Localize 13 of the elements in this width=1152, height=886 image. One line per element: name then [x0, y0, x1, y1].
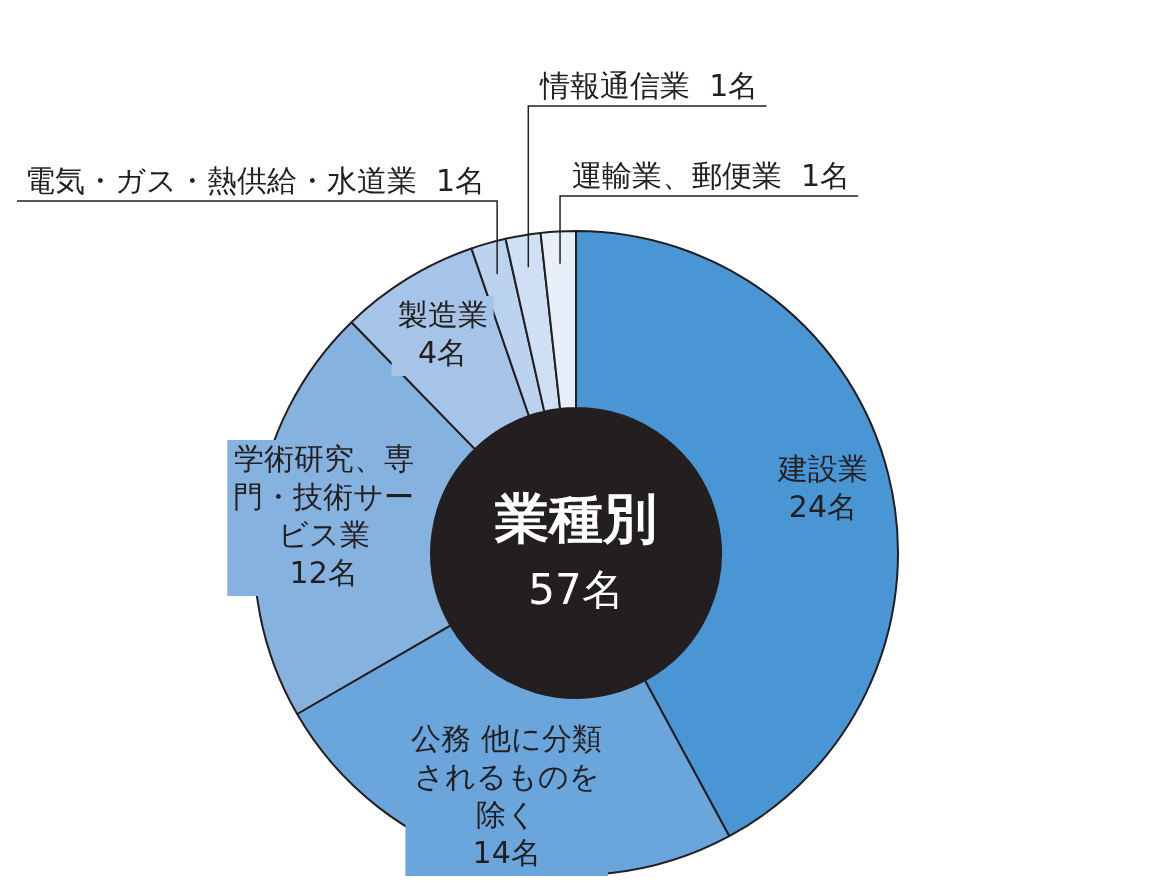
text: 57名 — [528, 564, 624, 614]
slice-label: 学術研究、専門・技術サービス業 — [233, 440, 415, 552]
data-label: 12名 — [289, 554, 358, 590]
slice-label: 電気・ガス・熱供給・水道業 1名 — [24, 163, 486, 198]
slice-label: 運輸業、郵便業 1名 — [572, 158, 851, 193]
slice-label: 建設業 — [776, 451, 868, 487]
slice-label: 情報通信業 1名 — [539, 68, 759, 103]
data-label: 14名 — [472, 834, 541, 870]
data-label: 24名 — [788, 489, 857, 525]
slice-label: 公務 他に分類されるものを除く — [411, 720, 602, 832]
data-label: 4名 — [418, 334, 468, 370]
slice-label: 製造業 — [397, 296, 488, 332]
text: 業種別 — [494, 487, 657, 551]
